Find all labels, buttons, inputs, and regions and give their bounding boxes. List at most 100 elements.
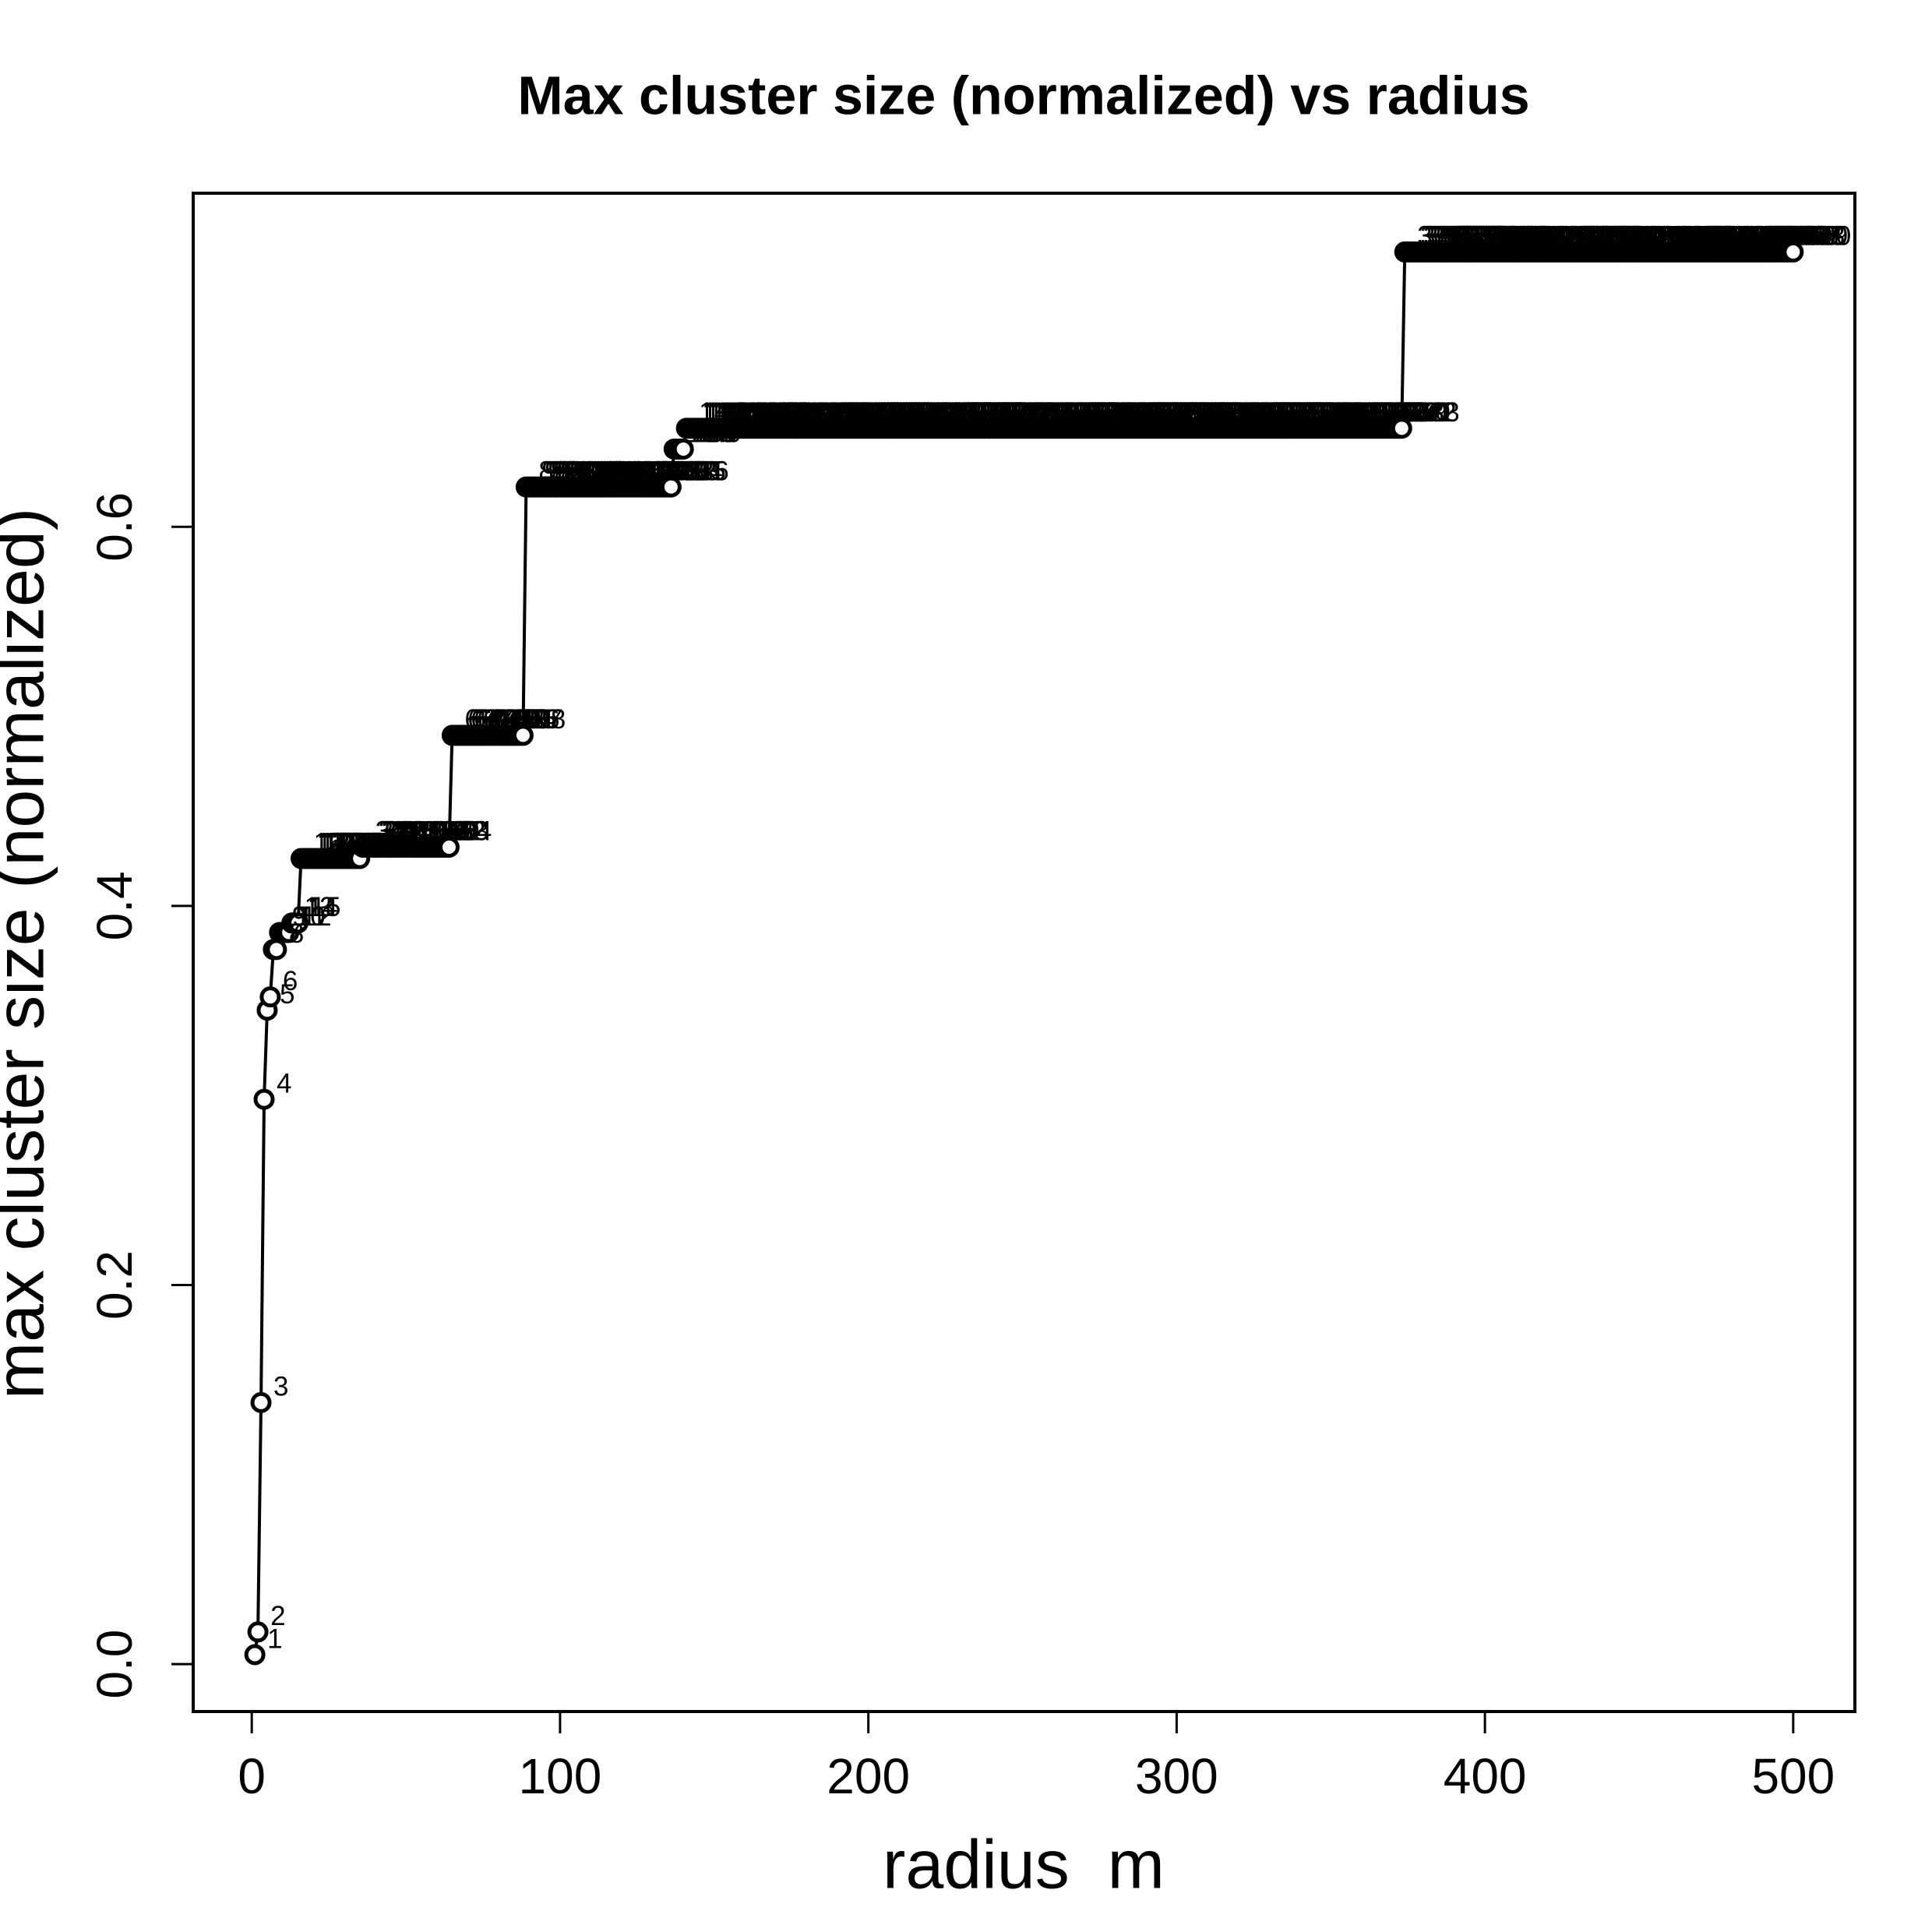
point-label: 363 <box>1384 397 1429 428</box>
point-label: 480 <box>1744 221 1789 252</box>
point-label: 48 <box>412 816 442 847</box>
point-label: 231 <box>976 397 1021 428</box>
point-label: 236 <box>992 397 1037 428</box>
point-label: 51 <box>421 816 452 847</box>
point-label: 337 <box>1303 397 1349 428</box>
point-label: 32 <box>363 827 393 858</box>
point-label: 43 <box>397 816 427 847</box>
point-label: 214 <box>924 397 969 428</box>
point-label: 301 <box>1192 397 1237 428</box>
point-label: 415 <box>1543 221 1588 252</box>
point-label: 327 <box>1272 397 1317 428</box>
point-label: 355 <box>1359 397 1404 428</box>
point-label: 34 <box>369 827 400 858</box>
point-label: 383 <box>1445 221 1490 252</box>
point-label: 50 <box>418 816 449 847</box>
point-label: 9 <box>292 901 307 932</box>
point-label: 358 <box>1368 397 1413 428</box>
x-tick-label: 400 <box>1444 1748 1527 1804</box>
point-label: 149 <box>724 397 769 428</box>
point-label: 401 <box>1500 221 1546 252</box>
point-label: 28 <box>351 827 381 858</box>
point-label: 222 <box>949 397 994 428</box>
point-label: 421 <box>1562 221 1607 252</box>
point-label: 52 <box>425 816 455 847</box>
point-label: 133 <box>675 456 720 486</box>
point-label: 441 <box>1624 221 1669 252</box>
point <box>244 1644 266 1666</box>
point-label: 334 <box>1294 397 1339 428</box>
point-label: 229 <box>970 397 1015 428</box>
point-label: 185 <box>834 397 880 428</box>
point-label: 496 <box>1793 221 1839 252</box>
point-label: 120 <box>634 456 679 486</box>
point-label: 234 <box>985 397 1031 428</box>
point-label: 148 <box>721 397 766 428</box>
point-label: 342 <box>1319 397 1364 428</box>
point-label: 428 <box>1584 221 1629 252</box>
point-label: 21 <box>329 827 359 858</box>
point-label: 232 <box>979 397 1024 428</box>
point-label: 68 <box>474 704 504 735</box>
point-label: 30 <box>357 827 387 858</box>
point-label: 257 <box>1056 397 1102 428</box>
point-label: 285 <box>1143 397 1188 428</box>
point-label: 8 <box>289 918 304 949</box>
point-label: 123 <box>643 456 689 486</box>
point-label: 477 <box>1735 221 1780 252</box>
point-label: 474 <box>1726 221 1771 252</box>
point-label: 217 <box>933 397 978 428</box>
point-label: 121 <box>637 456 682 486</box>
point-label: 246 <box>1023 397 1068 428</box>
point-label: 196 <box>869 397 914 428</box>
point-label: 402 <box>1504 221 1549 252</box>
point <box>660 476 682 498</box>
point-label: 15 <box>311 892 341 922</box>
point-label: 266 <box>1084 397 1130 428</box>
point-label: 393 <box>1475 221 1521 252</box>
point-label: 14 <box>308 892 338 922</box>
point-label: 152 <box>733 397 778 428</box>
point-label: 95 <box>557 456 587 486</box>
point-label: 369 <box>1401 397 1447 428</box>
point-label: 315 <box>1236 397 1281 428</box>
point-label: 438 <box>1614 221 1659 252</box>
point-label: 469 <box>1710 221 1755 252</box>
point-label: 176 <box>807 397 852 428</box>
point-label: 76 <box>499 704 529 735</box>
point-label: 23 <box>335 827 365 858</box>
point-label: 494 <box>1787 221 1832 252</box>
point-label: 12 <box>301 901 332 932</box>
point-label: 227 <box>964 397 1010 428</box>
point-label: 408 <box>1522 221 1567 252</box>
point-label: 3 <box>273 1372 288 1402</box>
point-label: 105 <box>588 456 633 486</box>
point-label: 100 <box>573 456 618 486</box>
point-label: 343 <box>1322 397 1367 428</box>
point-label: 158 <box>751 397 796 428</box>
point-label: 353 <box>1352 397 1398 428</box>
point-label: 247 <box>1026 397 1071 428</box>
point-label: 482 <box>1750 221 1796 252</box>
point-label: 127 <box>656 456 701 486</box>
point-label: 484 <box>1757 221 1802 252</box>
point-label: 429 <box>1587 221 1632 252</box>
point-label: 195 <box>866 397 911 428</box>
point-label: 31 <box>360 827 390 858</box>
point-label: 386 <box>1454 221 1500 252</box>
point-label: 179 <box>816 397 862 428</box>
point-label: 166 <box>776 397 821 428</box>
point-label: 481 <box>1747 221 1793 252</box>
point-label: 463 <box>1691 221 1736 252</box>
point-label: 324 <box>1263 397 1308 428</box>
point-label: 351 <box>1346 397 1391 428</box>
point-label: 44 <box>400 816 430 847</box>
point-label: 235 <box>989 397 1034 428</box>
point-label: 385 <box>1451 221 1497 252</box>
point-label: 432 <box>1596 221 1641 252</box>
point-label: 61 <box>453 816 483 847</box>
point-label: 241 <box>1007 397 1052 428</box>
point-label: 389 <box>1464 221 1509 252</box>
point-label: 443 <box>1630 221 1675 252</box>
